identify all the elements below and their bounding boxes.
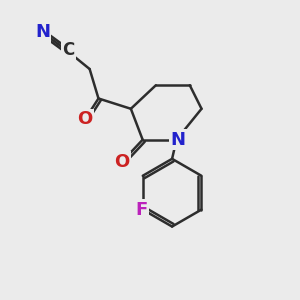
- Text: N: N: [170, 131, 185, 149]
- Text: O: O: [114, 153, 130, 171]
- Text: N: N: [35, 23, 50, 41]
- Text: F: F: [135, 201, 147, 219]
- Text: C: C: [62, 41, 75, 59]
- Text: O: O: [78, 110, 93, 128]
